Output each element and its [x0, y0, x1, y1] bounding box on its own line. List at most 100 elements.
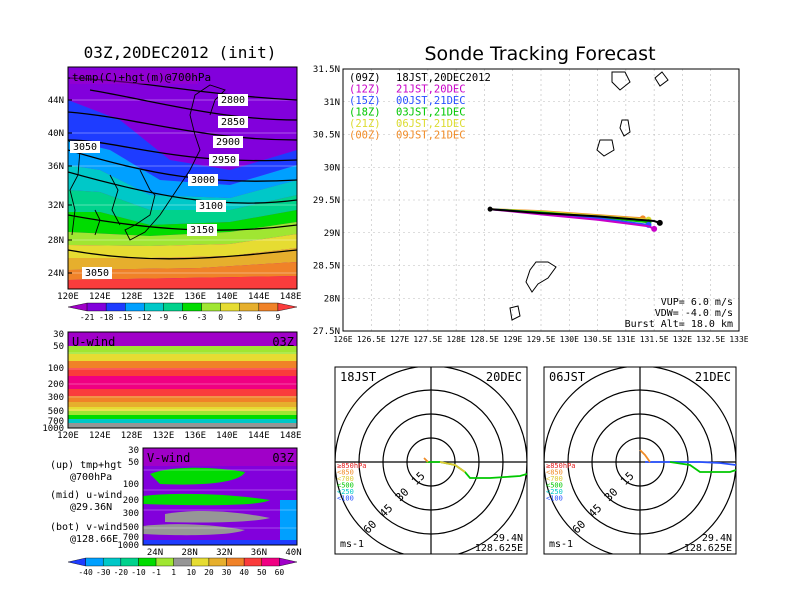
contour-label: 3150: [190, 225, 214, 236]
temperature-colorbar-labels: -21 -18 -15 -12 -9 -6 -3 0 3 6 9: [80, 313, 281, 322]
colorbar-label: 3: [237, 313, 242, 322]
contour-label-bg: [70, 141, 100, 153]
colorbar-label: -15: [118, 313, 133, 322]
tracking-legend-code: (00Z): [349, 130, 381, 142]
colorbar-label: -3: [197, 313, 207, 322]
tracking-lon-tick: 129E: [503, 335, 522, 344]
colorbar-label: -18: [99, 313, 114, 322]
u-wind-p-tick: 300: [48, 393, 64, 403]
map-lon-tick: 128E: [121, 292, 143, 302]
v-wind-p-tick: 200: [123, 496, 139, 506]
polar-right-unit: ms-1: [549, 539, 573, 550]
colorbar-swatch: [182, 302, 202, 312]
panel-note-sub: @128.66E: [70, 534, 118, 545]
wind-colorbar-swatch: [67, 557, 86, 567]
v-wind-lat-tick: 28N: [182, 548, 198, 558]
polar-left-rings: [335, 367, 527, 554]
v-wind-lat-tick: 24N: [147, 548, 163, 558]
wind-colorbar-swatch: [279, 557, 298, 567]
wind-colorbar-swatch: [226, 557, 245, 567]
tracking-lon-tick: 128.5E: [470, 335, 499, 344]
polar-right-time: 06JST: [549, 370, 585, 384]
map-lat-ticks: 44N 40N 36N 32N 28N 24N: [48, 96, 72, 279]
contour-label: 2850: [221, 117, 245, 128]
polar-right-lon: 128.625E: [684, 543, 732, 554]
tracking-lon-tick: 131.5E: [640, 335, 669, 344]
polar-left-unit: ms-1: [340, 539, 364, 550]
tracking-legend-label: 06JST,21DEC: [396, 118, 466, 130]
tracking-end-point: [651, 225, 658, 232]
tracking-frame: [342, 68, 740, 332]
tracking-legend-label: 00JST,21DEC: [396, 95, 466, 107]
polar-left-lat: 29.4N: [493, 533, 523, 544]
wind-colorbar-swatch: [191, 557, 210, 567]
colorbar-label: 0: [218, 313, 223, 322]
u-wind-lon-tick: 124E: [89, 431, 111, 441]
polar-right-lat: 29.4N: [702, 533, 732, 544]
tracking-lat-tick: 30.5N: [313, 131, 340, 141]
polar-level-label: <100: [337, 495, 354, 503]
tracking-lon-tick: 133E: [729, 335, 748, 344]
polar-level-label: <700: [337, 475, 354, 483]
tracking-legend-code: (15Z): [349, 95, 381, 107]
tracking-end-point: [656, 219, 663, 226]
tracking-lon-tick: 129.5E: [527, 335, 556, 344]
v-wind-p-tick: 700: [123, 533, 139, 543]
u-wind-lon-tick: 140E: [216, 431, 238, 441]
v-wind-p-tick: 50: [128, 458, 139, 468]
wind-colorbar-label: 20: [204, 568, 214, 577]
contour-label-bg: [187, 224, 217, 236]
v-wind-p-tick: 1000: [117, 541, 139, 551]
tracking-lon-ticks: 126E 126.5E 127E 127.5E 128E 128.5E 129E 129.5E…: [333, 335, 748, 344]
map-lat-tick: 24N: [48, 269, 64, 279]
contour-label-bg: [196, 200, 226, 212]
wind-colorbar-swatch: [120, 557, 139, 567]
wind-colorbar-label: -10: [131, 568, 146, 577]
polar-level-label: <850: [546, 469, 563, 477]
wind-colorbar-swatch: [208, 557, 227, 567]
v-wind-label: V-wind: [147, 451, 190, 465]
polar-right-date: 21DEC: [695, 370, 731, 384]
v-wind-p-tick: 100: [123, 480, 139, 490]
polar-level-label: <850: [337, 469, 354, 477]
u-wind-lon-tick: 132E: [153, 431, 175, 441]
tracking-lon-tick: 126.5E: [357, 335, 386, 344]
tracking-legend-code: (12Z): [349, 84, 381, 96]
u-wind-lon-tick: 136E: [184, 431, 206, 441]
contour-label: 2950: [212, 155, 236, 166]
map-lon-tick: 124E: [89, 292, 111, 302]
v-wind-lat-tick: 40N: [285, 548, 301, 558]
contour-label: 3050: [73, 142, 97, 153]
map-lon-tick: 132E: [153, 292, 175, 302]
colorbar-swatch: [277, 302, 298, 312]
tracking-legend-code: (21Z): [349, 118, 381, 130]
wind-colorbar-swatch: [103, 557, 122, 567]
tracking-lon-tick: 128E: [447, 335, 466, 344]
tracking-lat-tick: 31N: [324, 98, 340, 108]
u-wind-p-tick: 50: [53, 342, 64, 352]
tracking-lat-tick: 30N: [324, 163, 340, 173]
contour-label-bg: [213, 136, 243, 148]
polar-level-label: ≥850hPa: [546, 462, 576, 470]
colorbar-swatch: [163, 302, 183, 312]
u-wind-p-tick: 30: [53, 330, 64, 340]
colorbar-label: -9: [159, 313, 169, 322]
wind-colorbar-label: -1: [151, 568, 161, 577]
tracking-lon-tick: 131E: [616, 335, 635, 344]
polar-right-level-legend: ≥850hPa<850<700<500<250<100: [546, 462, 576, 503]
contour-label-bg: [209, 154, 239, 166]
tracking-legend-label: 21JST,20DEC: [396, 84, 466, 96]
temperature-colorbar: [67, 302, 298, 312]
tracking-lat-tick: 29.5N: [313, 196, 340, 206]
contour-label-bg: [218, 94, 248, 106]
tracking-lat-tick: 31.5N: [313, 65, 340, 75]
wind-colorbar-label: 30: [222, 568, 232, 577]
polar-level-label: <100: [546, 495, 563, 503]
map-lon-tick: 120E: [57, 292, 79, 302]
wind-colorbar-label: 50: [257, 568, 267, 577]
tracking-lat-tick: 28N: [324, 294, 340, 304]
colorbar-swatch: [201, 302, 221, 312]
tracking-lon-tick: 130E: [560, 335, 579, 344]
